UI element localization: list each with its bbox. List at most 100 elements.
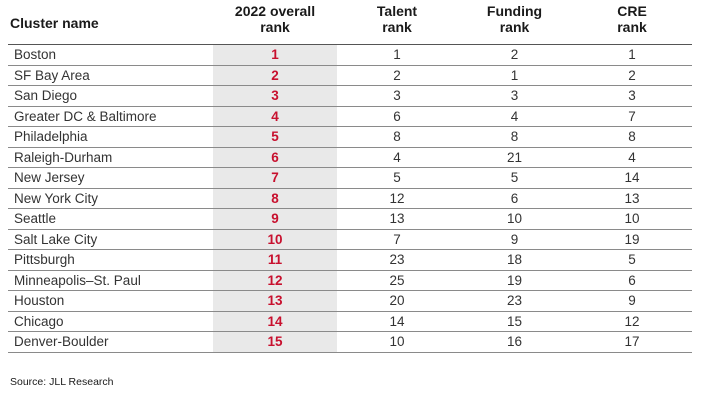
source-note: Source: JLL Research [10, 376, 114, 388]
header-funding-line2: rank [499, 19, 530, 35]
header-funding-rank: Funding rank [457, 2, 572, 44]
header-cluster-name: Cluster name [8, 2, 213, 44]
cre-rank-cell: 8 [628, 129, 636, 145]
cre-rank-cell: 17 [624, 334, 640, 350]
talent-rank-cell: 14 [389, 313, 405, 329]
funding-rank-cell: 9 [510, 231, 519, 247]
funding-rank-cell: 23 [506, 293, 523, 309]
overall-rank-cell: 11 [213, 250, 337, 270]
table-row: Chicago 14 14 15 12 [8, 311, 692, 332]
funding-rank-cell: 1 [510, 67, 519, 83]
header-cre-line1: CRE [617, 3, 647, 19]
overall-rank-cell: 7 [213, 168, 337, 188]
table-row: Minneapolis–St. Paul 12 25 19 6 [8, 270, 692, 291]
funding-rank-cell: 5 [510, 170, 519, 186]
overall-rank-cell: 2 [213, 65, 337, 85]
cre-rank-cell: 19 [624, 231, 640, 247]
talent-rank-cell: 25 [389, 272, 405, 288]
cluster-name-cell: Houston [14, 293, 65, 309]
table-row: New Jersey 7 5 5 14 [8, 168, 692, 189]
header-cre-line2: rank [617, 19, 647, 35]
table-row: New York City 8 12 6 13 [8, 188, 692, 209]
cluster-name-cell: Seattle [14, 211, 57, 227]
table-row: Pittsburgh 11 23 18 5 [8, 250, 692, 271]
cre-rank-cell: 4 [628, 149, 636, 165]
talent-rank-cell: 6 [393, 108, 401, 124]
header-talent-rank: Talent rank [337, 2, 457, 44]
funding-rank-cell: 16 [506, 334, 523, 350]
funding-rank-cell: 4 [510, 108, 519, 124]
talent-rank-cell: 23 [389, 252, 405, 268]
table-header: Cluster name 2022 overall rank Talent ra… [8, 2, 692, 44]
ranking-table: Cluster name 2022 overall rank Talent ra… [8, 2, 692, 353]
cluster-name-cell: SF Bay Area [14, 67, 90, 83]
funding-rank-cell: 10 [506, 211, 523, 227]
funding-rank-cell: 3 [510, 88, 519, 104]
cluster-name-cell: New York City [14, 190, 99, 206]
table-row: Houston 13 20 23 9 [8, 291, 692, 312]
table-row: Seattle 9 13 10 10 [8, 209, 692, 230]
header-overall-line2: rank [260, 19, 290, 35]
table-row: Raleigh-Durham 6 4 21 4 [8, 147, 692, 168]
cluster-name-cell: Pittsburgh [14, 252, 75, 268]
header-talent-line2: rank [382, 19, 412, 35]
funding-rank-cell: 21 [506, 149, 523, 165]
cre-rank-cell: 3 [628, 88, 636, 104]
header-funding-line1: Funding [486, 3, 543, 19]
cluster-name-cell: Denver-Boulder [14, 334, 109, 350]
cluster-name-cell: Raleigh-Durham [14, 149, 113, 165]
cre-rank-cell: 10 [624, 211, 640, 227]
overall-rank-cell: 15 [213, 332, 337, 352]
header-overall-rank: 2022 overall rank [213, 2, 337, 44]
overall-rank-cell: 9 [213, 209, 337, 229]
overall-rank-cell: 13 [213, 291, 337, 311]
funding-rank-cell: 18 [506, 252, 523, 268]
talent-rank-cell: 12 [389, 190, 405, 206]
overall-rank-cell: 3 [213, 86, 337, 106]
cluster-name-cell: Boston [14, 47, 57, 63]
header-cre-rank: CRE rank [572, 2, 692, 44]
header-cluster-name-label: Cluster name [10, 15, 99, 31]
talent-rank-cell: 5 [393, 170, 401, 186]
funding-rank-cell: 19 [506, 272, 523, 288]
talent-rank-cell: 13 [389, 211, 405, 227]
overall-rank-cell: 14 [213, 311, 337, 331]
table-row: Philadelphia 5 8 8 8 [8, 127, 692, 148]
talent-rank-cell: 7 [393, 231, 401, 247]
header-overall-line1: 2022 overall [234, 3, 316, 19]
cre-rank-cell: 14 [624, 170, 640, 186]
cluster-name-cell: New Jersey [14, 170, 85, 186]
cluster-name-cell: Salt Lake City [14, 231, 98, 247]
talent-rank-cell: 4 [393, 149, 401, 165]
table-body: Boston 1 1 2 1 SF Bay Area 2 2 1 2 San D… [8, 44, 692, 353]
talent-rank-cell: 2 [393, 67, 401, 83]
cre-rank-cell: 12 [624, 313, 640, 329]
cre-rank-cell: 7 [628, 108, 636, 124]
talent-rank-cell: 1 [393, 47, 401, 63]
table-row: Boston 1 1 2 1 [8, 45, 692, 66]
talent-rank-cell: 8 [393, 129, 401, 145]
funding-rank-cell: 8 [510, 129, 519, 145]
cluster-name-cell: Minneapolis–St. Paul [14, 272, 141, 288]
table-row: Salt Lake City 10 7 9 19 [8, 229, 692, 250]
table-row: Denver-Boulder 15 10 16 17 [8, 332, 692, 353]
header-talent-line1: Talent [376, 3, 418, 19]
overall-rank-cell: 1 [213, 45, 337, 65]
overall-rank-cell: 8 [213, 188, 337, 208]
table-row: Greater DC & Baltimore 4 6 4 7 [8, 106, 692, 127]
cre-rank-cell: 13 [624, 190, 640, 206]
table-row: SF Bay Area 2 2 1 2 [8, 65, 692, 86]
overall-rank-cell: 10 [213, 229, 337, 249]
talent-rank-cell: 20 [389, 293, 405, 309]
table-row: San Diego 3 3 3 3 [8, 86, 692, 107]
cre-rank-cell: 6 [628, 272, 636, 288]
funding-rank-cell: 2 [510, 47, 519, 63]
overall-rank-cell: 5 [213, 127, 337, 147]
talent-rank-cell: 10 [389, 334, 405, 350]
overall-rank-cell: 6 [213, 147, 337, 167]
cre-rank-cell: 1 [628, 47, 636, 63]
cluster-name-cell: San Diego [14, 88, 78, 104]
overall-rank-cell: 12 [213, 270, 337, 290]
overall-rank-cell: 4 [213, 106, 337, 126]
funding-rank-cell: 15 [506, 313, 523, 329]
